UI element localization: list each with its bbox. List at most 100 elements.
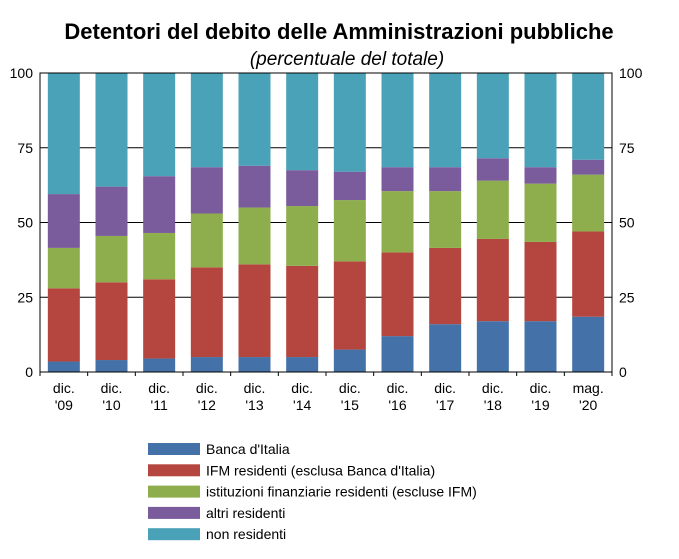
bar-segment-1-5 xyxy=(238,357,271,372)
y-tick-label-left: 0 xyxy=(25,364,33,380)
bar-segment-4-9 xyxy=(429,167,462,192)
legend-label: IFM residenti (esclusa Banca d'Italia) xyxy=(206,462,435,478)
bar-segment-2-7 xyxy=(333,261,366,350)
bar-segment-3-3 xyxy=(143,232,176,280)
bar-segment-5-2 xyxy=(95,73,128,187)
bar-segment-2-1 xyxy=(47,288,80,362)
bar-segment-2-2 xyxy=(95,282,128,361)
bar-segment-1-9 xyxy=(429,324,462,372)
legend-label: non residenti xyxy=(206,526,286,542)
bar-segment-4-2 xyxy=(95,186,128,236)
legend-swatch xyxy=(148,485,200,498)
bar-segment-4-6 xyxy=(286,170,319,207)
bar-segment-2-9 xyxy=(429,247,462,325)
bar-segment-3-6 xyxy=(286,206,319,266)
bar-segment-1-8 xyxy=(381,336,414,372)
legend-swatch xyxy=(148,506,200,519)
bar-segment-1-11 xyxy=(524,321,557,372)
bar-segment-5-7 xyxy=(333,73,366,172)
bar-segment-4-4 xyxy=(190,167,223,214)
bar-segment-3-8 xyxy=(381,191,414,253)
legend-label: Banca d'Italia xyxy=(206,441,290,457)
x-tick-label: dic. '13 xyxy=(244,380,266,413)
legend-swatch xyxy=(148,443,200,455)
bar-segment-4-8 xyxy=(381,167,414,192)
bar-segment-1-6 xyxy=(286,357,319,372)
bar-segment-5-8 xyxy=(381,73,414,168)
bar-segment-4-5 xyxy=(238,165,271,208)
bar-segment-2-6 xyxy=(286,265,319,358)
x-tick-label: dic. '18 xyxy=(482,380,504,413)
legend-label: altri residenti xyxy=(206,505,285,521)
y-tick-label-left: 100 xyxy=(10,65,34,81)
bar-segment-3-4 xyxy=(190,213,223,268)
bar-segment-2-11 xyxy=(524,241,557,322)
bar-segment-4-11 xyxy=(524,167,557,184)
bar-segment-2-12 xyxy=(572,231,605,317)
x-tick-label: dic. '19 xyxy=(530,380,552,413)
legend-swatch xyxy=(148,464,200,477)
bar-segment-1-7 xyxy=(333,349,366,372)
x-axis: dic. '09 dic. '10 dic. '11 dic. '12 dic. '13 dic. '… xyxy=(39,372,613,413)
bar-segment-3-7 xyxy=(333,200,366,262)
bar-segment-1-12 xyxy=(572,316,605,372)
bar-segment-2-4 xyxy=(190,267,223,358)
y-tick-label-left: 50 xyxy=(17,215,33,231)
x-tick-label: dic. '09 xyxy=(53,380,75,413)
bar-segment-3-11 xyxy=(524,183,557,242)
bar-segment-1-4 xyxy=(190,357,223,372)
bar-segment-4-7 xyxy=(333,171,366,201)
bar-segment-1-2 xyxy=(95,360,128,372)
bar-segment-5-5 xyxy=(238,73,271,166)
y-tick-label-right: 0 xyxy=(619,364,627,380)
y-axis-left: 0 25 50 75 100 xyxy=(10,65,34,380)
bar-segment-4-12 xyxy=(572,159,605,175)
bar-segment-4-1 xyxy=(47,194,80,248)
bar-segment-3-1 xyxy=(47,247,80,289)
bar-segment-2-5 xyxy=(238,264,271,358)
chart-subtitle: (percentuale del totale) xyxy=(250,49,444,70)
x-tick-label: mag. '20 xyxy=(573,380,604,413)
x-tick-label: dic. '11 xyxy=(148,380,170,413)
chart-title: Detentori del debito delle Amministrazio… xyxy=(64,19,613,44)
x-tick-label: dic. '10 xyxy=(101,380,123,413)
legend-label: istituzioni finanziarie residenti (esclu… xyxy=(206,484,477,500)
bar-segment-5-12 xyxy=(572,73,605,160)
y-axis-right: 0 25 50 75 100 xyxy=(619,65,643,380)
bar-segment-3-9 xyxy=(429,191,462,248)
x-tick-label: dic. '15 xyxy=(339,380,361,413)
legend-swatch xyxy=(148,528,200,541)
bar-segment-1-3 xyxy=(143,358,176,372)
bar-segment-4-3 xyxy=(143,176,176,233)
x-tick-label: dic. '12 xyxy=(196,380,218,413)
bar-segment-5-9 xyxy=(429,73,462,168)
y-tick-label-right: 25 xyxy=(619,289,635,305)
bar-segment-5-4 xyxy=(190,73,223,168)
y-tick-label-right: 100 xyxy=(619,65,643,81)
bar-segment-2-3 xyxy=(143,279,176,359)
bar-segment-1-10 xyxy=(476,321,509,372)
x-tick-label: dic. '16 xyxy=(387,380,409,413)
bar-segment-5-11 xyxy=(524,73,557,168)
y-tick-label-left: 75 xyxy=(17,140,33,156)
y-tick-label-right: 50 xyxy=(619,215,635,231)
bar-segment-1-1 xyxy=(47,361,80,372)
y-tick-label-left: 25 xyxy=(17,289,33,305)
bar-segment-2-10 xyxy=(476,238,509,322)
x-tick-label: dic. '14 xyxy=(291,380,313,413)
bar-segment-5-6 xyxy=(286,73,319,171)
y-tick-label-right: 75 xyxy=(619,140,635,156)
gridlines xyxy=(40,147,612,298)
bar-segment-3-10 xyxy=(476,180,509,239)
bar-segment-2-8 xyxy=(381,252,414,337)
bar-segment-5-3 xyxy=(143,73,176,177)
bar-segment-4-10 xyxy=(476,158,509,181)
bar-segment-5-10 xyxy=(476,73,509,159)
bar-segment-3-12 xyxy=(572,174,605,232)
bar-segment-3-2 xyxy=(95,235,128,283)
bars xyxy=(47,73,605,372)
legend: Banca d'Italia IFM residenti (esclusa Ban… xyxy=(148,441,477,542)
bar-segment-3-5 xyxy=(238,207,271,265)
bar-segment-5-1 xyxy=(47,73,80,195)
